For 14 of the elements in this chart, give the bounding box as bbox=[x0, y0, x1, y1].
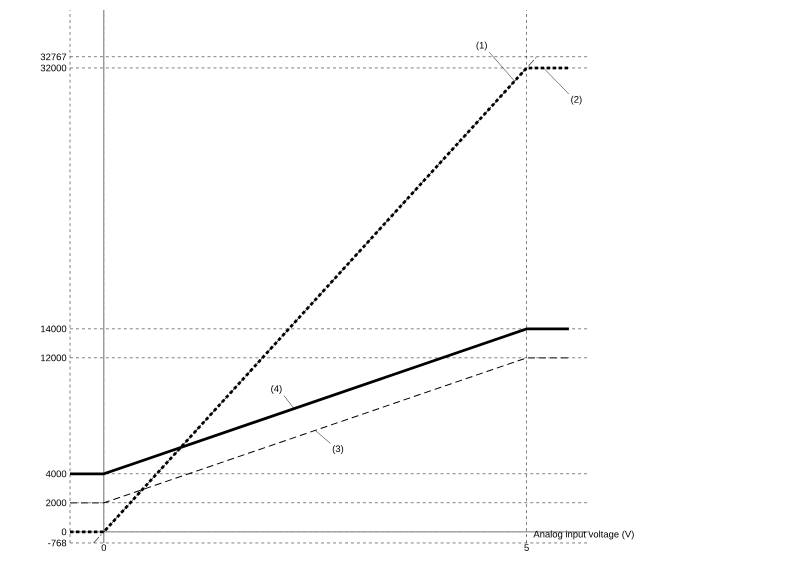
y-tick-label: 14000 bbox=[41, 326, 66, 332]
y-tick-label: 32000 bbox=[40, 64, 66, 72]
y-tick-label: 12000 bbox=[41, 354, 66, 362]
text: (2) bbox=[571, 96, 582, 105]
y-tick-label: -768 bbox=[48, 540, 66, 546]
series-label: (4) bbox=[271, 385, 282, 394]
y-tick-label: 0 bbox=[62, 528, 66, 536]
x-tick-label: 5 bbox=[524, 544, 529, 551]
y-tick-label: 2000 bbox=[46, 500, 66, 506]
text: (3) bbox=[332, 445, 344, 454]
y-tick-label: 32767 bbox=[40, 54, 66, 60]
y-tick-label: 4000 bbox=[46, 470, 66, 478]
x-axis-title: Analog input voltage (V) bbox=[533, 530, 634, 540]
text: (1) bbox=[476, 42, 487, 50]
